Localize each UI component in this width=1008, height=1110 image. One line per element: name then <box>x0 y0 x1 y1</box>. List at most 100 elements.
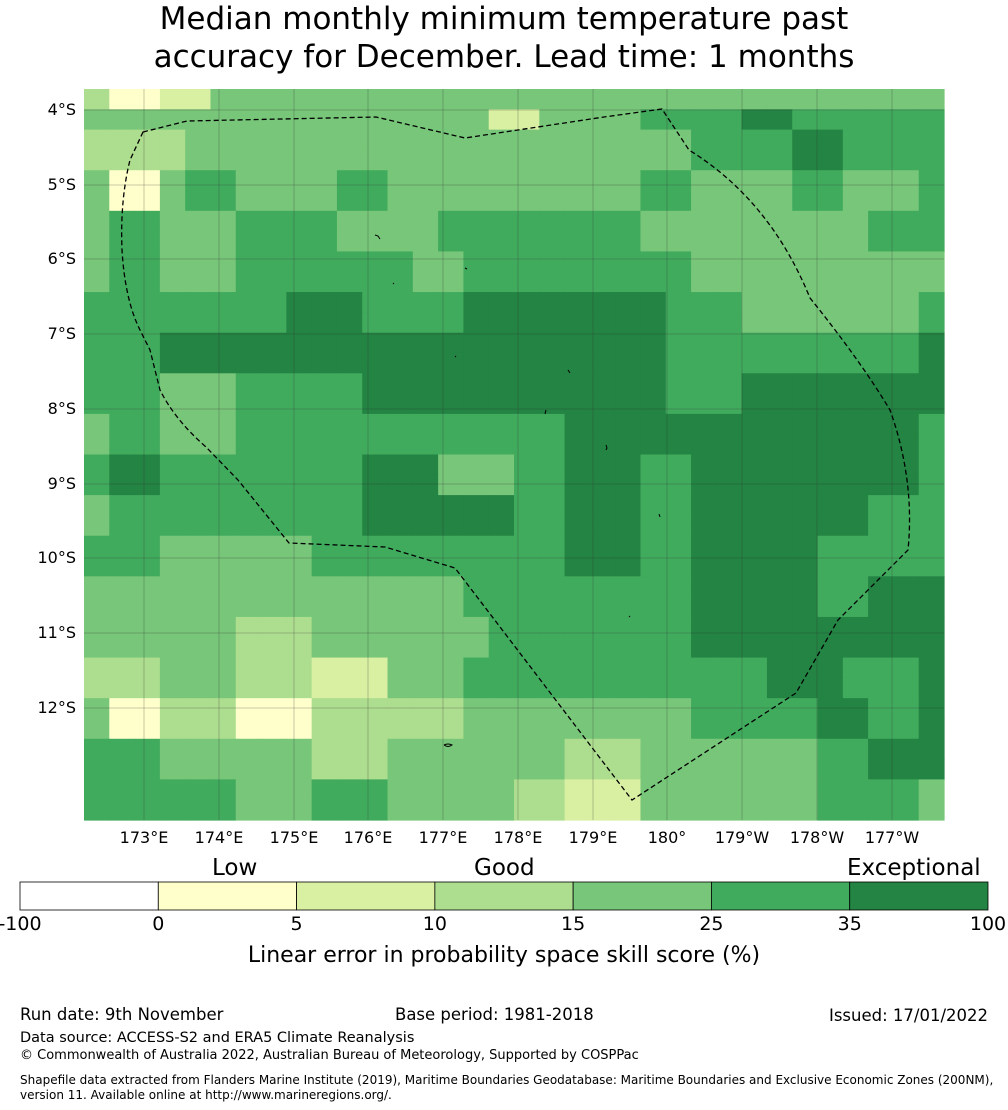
grid-cell <box>387 495 414 517</box>
grid-cell <box>185 495 212 517</box>
grid-cell <box>336 393 363 415</box>
grid-cell <box>589 109 616 131</box>
grid-cell <box>109 170 136 192</box>
grid-cell <box>134 698 161 720</box>
grid-cell <box>336 129 363 151</box>
grid-cell <box>463 698 490 720</box>
shapefile-credit-line1: Shapefile data extracted from Flanders M… <box>20 1073 994 1087</box>
grid-cell <box>665 89 692 110</box>
grid-cell <box>691 677 717 699</box>
grid-cell <box>716 89 743 110</box>
grid-cell <box>185 718 212 740</box>
grid-cell <box>893 616 920 638</box>
grid-cell <box>741 89 768 110</box>
grid-cell <box>842 738 869 760</box>
grid-cell <box>261 637 287 659</box>
grid-cell <box>615 149 642 171</box>
grid-cell <box>286 352 313 374</box>
colorbar-tick-label: 100 <box>969 913 1007 935</box>
grid-cell <box>336 596 363 618</box>
grid-cell <box>868 657 895 679</box>
grid-cell <box>792 210 819 232</box>
grid-cell <box>766 89 793 110</box>
grid-cell <box>185 393 212 415</box>
grid-cell <box>792 616 819 638</box>
grid-cell <box>741 759 768 780</box>
grid-cell <box>311 109 338 131</box>
grid-cell <box>817 799 844 821</box>
grid-cell <box>488 474 515 496</box>
grid-cell <box>665 373 692 395</box>
grid-cell <box>235 474 262 496</box>
grid-cell <box>463 271 490 293</box>
grid-cell <box>261 89 287 110</box>
grid-cell <box>463 677 490 699</box>
grid-cell <box>640 271 667 293</box>
grid-cell <box>539 373 566 395</box>
grid-cell <box>868 332 895 354</box>
grid-cell <box>362 698 389 720</box>
grid-cell <box>488 576 515 598</box>
longitude-label: 180° <box>647 828 687 847</box>
grid-cell <box>463 149 490 171</box>
grid-cell <box>412 129 439 151</box>
grid-cell <box>615 637 642 659</box>
grid-cell <box>261 556 287 577</box>
island <box>392 282 395 285</box>
grid-cell <box>311 799 338 821</box>
grid-cell <box>741 637 768 659</box>
grid-cell <box>792 332 819 354</box>
grid-cell <box>336 332 363 354</box>
grid-cell <box>766 434 793 456</box>
grid-cell <box>235 576 262 598</box>
grid-cell <box>134 616 161 638</box>
grid-cell <box>589 251 616 273</box>
grid-cell <box>134 89 161 110</box>
grid-cell <box>387 637 414 659</box>
grid-cell <box>564 698 591 720</box>
grid-cell <box>159 474 186 496</box>
grid-cell <box>286 210 313 232</box>
grid-cell <box>665 454 692 476</box>
grid-cell <box>539 231 566 253</box>
grid-cell <box>488 759 515 780</box>
grid-cell <box>539 170 566 192</box>
grid-cell <box>564 576 591 598</box>
grid-cell <box>589 657 616 679</box>
grid-cell <box>235 495 262 517</box>
grid-cell <box>109 799 136 821</box>
grid-cell <box>539 495 566 517</box>
grid-cell <box>589 413 616 435</box>
grid-cell <box>311 413 338 435</box>
grid-cell <box>716 393 743 415</box>
grid-cell <box>412 657 439 679</box>
grid-cell <box>235 637 262 659</box>
grid-cell <box>918 576 945 598</box>
grid-cell <box>514 170 540 192</box>
colorbar-tick-label: 5 <box>290 913 303 935</box>
grid-cell <box>488 413 515 435</box>
grid-cell <box>185 738 212 760</box>
grid-cell <box>766 352 793 374</box>
grid-cell <box>412 352 439 374</box>
grid-cell <box>185 616 212 638</box>
grid-cell <box>792 698 819 720</box>
grid-cell <box>286 251 313 273</box>
grid-cell <box>159 312 186 334</box>
grid-cell <box>741 332 768 354</box>
grid-cell <box>311 677 338 699</box>
grid-cell <box>362 352 389 374</box>
grid-cell <box>792 657 819 679</box>
grid-cell <box>741 515 768 537</box>
grid-cell <box>84 210 110 232</box>
grid-cell <box>842 434 869 456</box>
grid-cell <box>792 312 819 334</box>
grid-cell <box>514 657 540 679</box>
grid-cell <box>817 271 844 293</box>
grid-cell <box>842 474 869 496</box>
grid-cell <box>159 799 186 821</box>
grid-cell <box>766 576 793 598</box>
grid-cell <box>311 89 338 110</box>
grid-cell <box>210 413 237 435</box>
grid-cell <box>362 474 389 496</box>
